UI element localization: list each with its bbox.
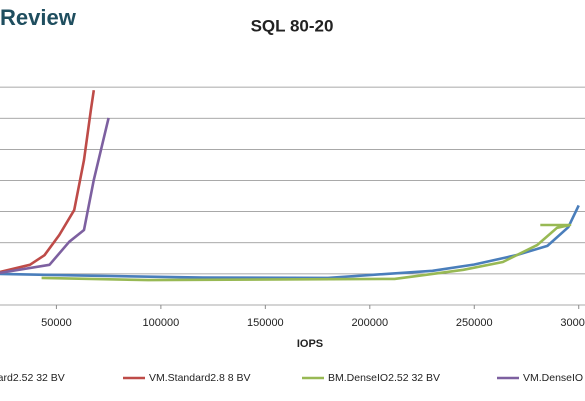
legend-label: BM.DenseIO2.52 32 BV — [328, 372, 440, 384]
series-line — [41, 223, 572, 282]
series-line — [0, 204, 580, 280]
legend-label: VM.DenseIO — [523, 372, 583, 384]
series-line — [0, 117, 110, 275]
x-tick-label: 200000 — [351, 317, 388, 329]
x-axis-label: IOPS — [297, 338, 323, 350]
x-tick-label: 50000 — [41, 317, 72, 329]
x-tick-label: 100000 — [143, 317, 180, 329]
series-line — [0, 90, 96, 274]
brand: Review — [0, 5, 77, 30]
x-tick-label: 150000 — [247, 317, 284, 329]
chart-title: SQL 80-20 — [251, 16, 334, 35]
x-tick-label: 300000 — [560, 317, 585, 329]
legend-label: ndard2.52 32 BV — [0, 372, 65, 384]
x-tick-label: 250000 — [456, 317, 493, 329]
legend-label: VM.Standard2.8 8 BV — [149, 372, 251, 384]
